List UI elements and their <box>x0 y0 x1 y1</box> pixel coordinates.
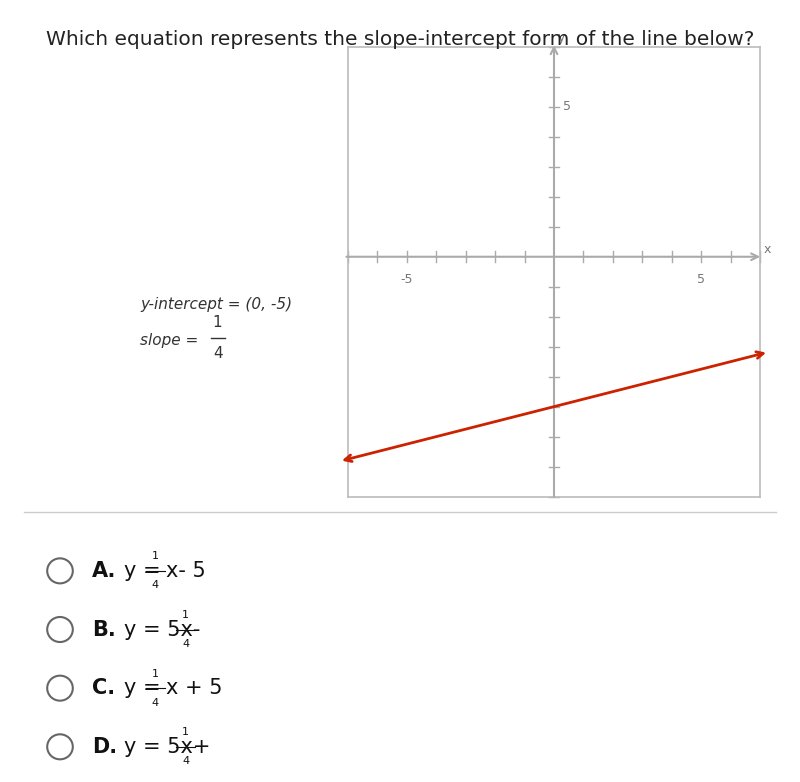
Text: x: x <box>764 242 771 256</box>
Text: 5: 5 <box>563 100 571 113</box>
Text: B.: B. <box>92 619 116 640</box>
Text: Which equation represents the slope-intercept form of the line below?: Which equation represents the slope-inte… <box>46 30 754 48</box>
Text: 4: 4 <box>213 346 222 361</box>
Text: 4: 4 <box>152 698 158 708</box>
Text: 1: 1 <box>152 669 158 679</box>
Text: -5: -5 <box>401 273 413 286</box>
Text: 4: 4 <box>152 580 158 590</box>
Text: A.: A. <box>92 561 116 581</box>
Text: y = 5x+: y = 5x+ <box>124 737 217 757</box>
Text: C.: C. <box>92 678 115 698</box>
Text: x + 5: x + 5 <box>166 678 223 698</box>
Text: 1: 1 <box>152 551 158 561</box>
Text: 1: 1 <box>213 315 222 330</box>
Text: 1: 1 <box>182 610 189 620</box>
Text: x- 5: x- 5 <box>166 561 206 581</box>
Text: 5: 5 <box>697 273 705 286</box>
Text: y-intercept = (0, -5): y-intercept = (0, -5) <box>140 297 292 313</box>
Text: 4: 4 <box>182 756 189 766</box>
Text: 1: 1 <box>182 727 189 737</box>
Text: 4: 4 <box>182 639 189 649</box>
Text: slope =: slope = <box>140 332 203 348</box>
Text: y: y <box>558 31 565 45</box>
Text: y =: y = <box>124 678 167 698</box>
Text: y = 5x-: y = 5x- <box>124 619 207 640</box>
Text: y =: y = <box>124 561 167 581</box>
Text: D.: D. <box>92 737 117 757</box>
